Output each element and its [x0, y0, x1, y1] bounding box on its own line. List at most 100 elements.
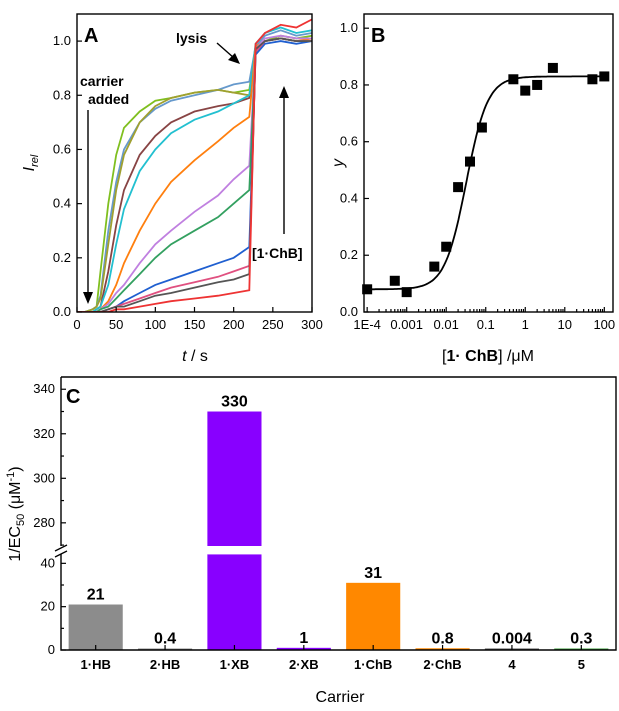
panel-b-y-label: y	[330, 158, 347, 168]
annotation-carrier: carrier	[80, 73, 124, 89]
panel-b-y-tick-label: 1.0	[340, 20, 358, 35]
category-label: 1·XB	[220, 657, 250, 672]
panel-c-chart: 0 20 40 280 300 320 340 1·HB 2·HB 1·XB 2·XB 1·ChB 2…	[5, 376, 617, 706]
panel-a-x-tick-label: 50	[109, 317, 123, 332]
panel-c-y-label: 1/EC50 (μM-1)	[5, 466, 27, 561]
bar-value-label: 0.4	[154, 631, 176, 648]
panel-b-chart: 1E-4 0.001 0.01 0.1 1 10 100 0.0 0.2 0.4 0.6 0.8 1.…	[330, 13, 615, 365]
panel-a-series-line-4	[77, 26, 312, 312]
axis-break-mark-top	[54, 544, 68, 552]
bar-2	[207, 411, 262, 650]
panel-b-y-tick-label: 0.6	[340, 134, 358, 149]
panel-b-point-13	[599, 71, 610, 82]
panel-b-point-2	[401, 287, 412, 298]
bar-value-label: 0.3	[570, 631, 592, 648]
panel-a-series-line-10	[77, 37, 312, 312]
panel-a-x-label: t / s	[182, 348, 208, 365]
panel-a-y-tick-label: 0.2	[53, 250, 71, 265]
panel-a-x-ticks: 0 50 100 150 200 250 300	[73, 307, 323, 332]
panel-b-point-4	[441, 241, 452, 252]
panel-c-y-tick-label: 280	[33, 515, 55, 530]
panel-b-letter: B	[371, 25, 385, 47]
panel-a-series-line-11	[77, 18, 312, 312]
category-label: 4	[508, 657, 516, 672]
panel-b-x-tick-label: 1E-4	[353, 317, 380, 332]
panel-a-x-tick-label: 250	[262, 317, 284, 332]
panel-c-x-label: Carrier	[316, 689, 366, 706]
panel-b-frame	[363, 13, 614, 313]
panel-c-y-tick-label: 320	[33, 426, 55, 441]
panel-a-series-line-8	[77, 40, 312, 312]
panel-a-y-ticks: 0.0 0.2 0.4 0.6 0.8 1.0	[53, 33, 82, 319]
panel-b-point-8	[508, 74, 519, 85]
panel-c-y-tick-label: 0	[48, 642, 55, 657]
panel-c-frame	[60, 376, 617, 651]
panel-b-x-ticks: 1E-4 0.001 0.01 0.1 1 10 100	[353, 307, 615, 332]
panel-a-chart: 0 50 100 150 200 250 300 0.00.20.40.60.81.0 A …	[21, 13, 323, 365]
panel-b-x-tick-label: 10	[558, 317, 572, 332]
panel-b-point-0	[362, 284, 373, 295]
panel-b-point-7	[476, 122, 487, 133]
annotation-ratio-arrowhead	[279, 86, 289, 98]
bar-4	[346, 582, 401, 650]
panel-a-x-tick-label: 300	[301, 317, 323, 332]
panel-b-y-tick-label: 0.0	[340, 304, 358, 319]
panel-a-x-tick-label: 100	[144, 317, 166, 332]
category-label: 1·ChB	[354, 657, 392, 672]
category-label: 2·HB	[150, 657, 180, 672]
panel-a-y-tick-label: 0.0	[53, 304, 71, 319]
panel-b-y-tick-label: 0.4	[340, 190, 358, 205]
panel-c-y-ticks: 0 20 40 280 300 320 340	[33, 381, 66, 657]
panel-a-y-tick-label: 0.6	[53, 141, 71, 156]
annotation-lysis-arrow	[216, 42, 235, 59]
panel-b-point-9	[520, 85, 531, 96]
annotation-lysis: lysis	[176, 30, 207, 46]
category-label: 5	[578, 657, 585, 672]
panel-b-point-1	[389, 275, 400, 286]
panel-c-y-tick-label: 340	[33, 381, 55, 396]
category-label: 1·HB	[81, 657, 111, 672]
panel-b-x-tick-label: 0.1	[477, 317, 495, 332]
panel-c-bars	[68, 411, 609, 650]
panel-b-x-label: [1· ChB] /μM	[442, 348, 534, 365]
panel-c-value-labels: 21 0.4 330 1 31 0.8 0.004 0.3	[87, 394, 593, 648]
panel-a-x-tick-label: 150	[184, 317, 206, 332]
panel-b-y-tick-label: 0.2	[340, 247, 358, 262]
panel-a-y-tick-label: 0.8	[53, 87, 71, 102]
panel-b-x-tick-label: 0.01	[434, 317, 459, 332]
bar-value-label: 0.004	[492, 631, 532, 648]
category-label: 2·XB	[289, 657, 319, 672]
panel-a-y-label: Irel	[21, 154, 41, 171]
bar-0	[68, 604, 123, 650]
panel-a-y-tick-label: 0.4	[53, 196, 71, 211]
panel-b-x-tick-label: 1	[522, 317, 529, 332]
panel-a-y-tick-label: 1.0	[53, 33, 71, 48]
panel-b-point-11	[547, 62, 558, 73]
bar-value-label: 330	[221, 394, 248, 411]
panel-b-x-tick-label: 0.001	[390, 317, 423, 332]
panel-b-points	[362, 62, 610, 298]
panel-a-x-tick-label: 0	[73, 317, 80, 332]
bar-value-label: 31	[364, 565, 382, 582]
panel-b-x-tick-label: 100	[593, 317, 615, 332]
bar-value-label: 1	[299, 630, 308, 647]
annotation-lysis-arrowhead	[228, 53, 240, 64]
panel-c-y-tick-label: 40	[41, 555, 55, 570]
panel-b-point-5	[453, 182, 464, 193]
bar-value-label: 0.8	[431, 630, 453, 647]
category-label: 2·ChB	[423, 657, 461, 672]
axis-break-mark-bottom	[54, 550, 68, 558]
panel-b-point-6	[465, 156, 476, 167]
panel-a-series	[77, 18, 312, 312]
panel-b-point-12	[587, 74, 598, 85]
bar-value-label: 21	[87, 587, 105, 604]
panel-b-fit-curve	[367, 75, 605, 291]
panel-c-y-tick-label: 20	[41, 599, 55, 614]
annotation-added: added	[88, 91, 129, 107]
panel-a-x-tick-label: 200	[223, 317, 245, 332]
annotation-ratio: [1·ChB]	[252, 245, 303, 261]
panel-c-y-tick-label: 300	[33, 470, 55, 485]
panel-b-y-tick-label: 0.8	[340, 77, 358, 92]
panel-c-letter: C	[66, 386, 80, 408]
